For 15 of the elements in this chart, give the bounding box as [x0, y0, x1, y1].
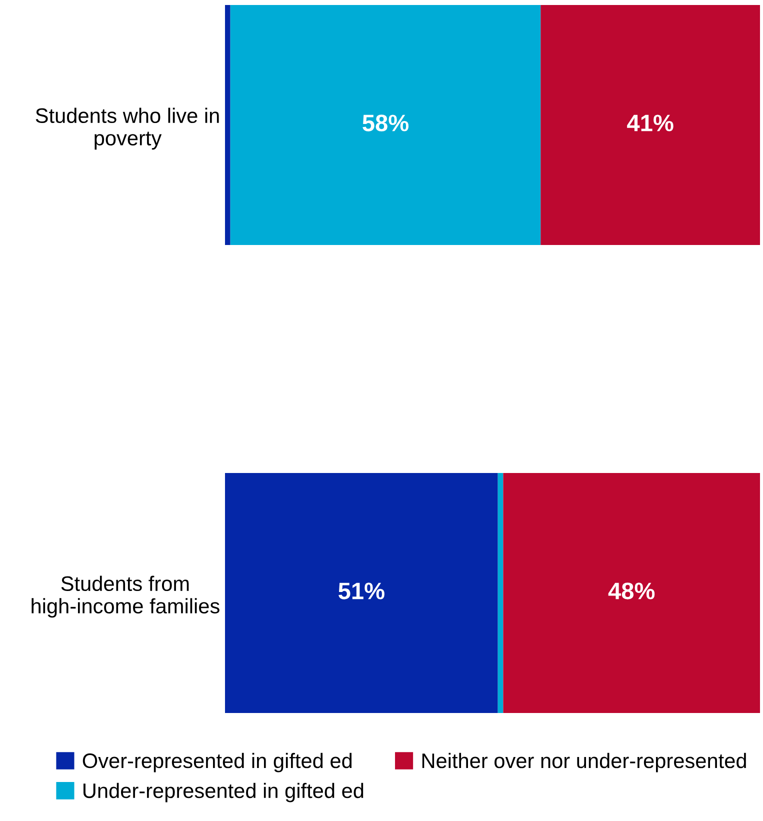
data-label: 48%: [608, 582, 655, 600]
bar: [498, 472, 504, 713]
bar: [225, 5, 230, 246]
data-label: 58%: [362, 114, 409, 132]
legend-label: Over-represented in gifted ed: [82, 752, 352, 772]
bar: [503, 472, 760, 713]
y-tick-label: Students from high-income families: [32, 576, 220, 618]
bar: [225, 472, 498, 713]
data-label: 41%: [627, 114, 674, 132]
y-tick-label: Students who live in poverty: [36, 108, 219, 150]
legend-label: Under-represented in gifted ed: [84, 782, 364, 802]
bar: [540, 5, 760, 246]
legend-label: Neither over nor under-represented: [422, 752, 746, 772]
bar: [230, 5, 541, 246]
data-label: 51%: [338, 582, 384, 600]
